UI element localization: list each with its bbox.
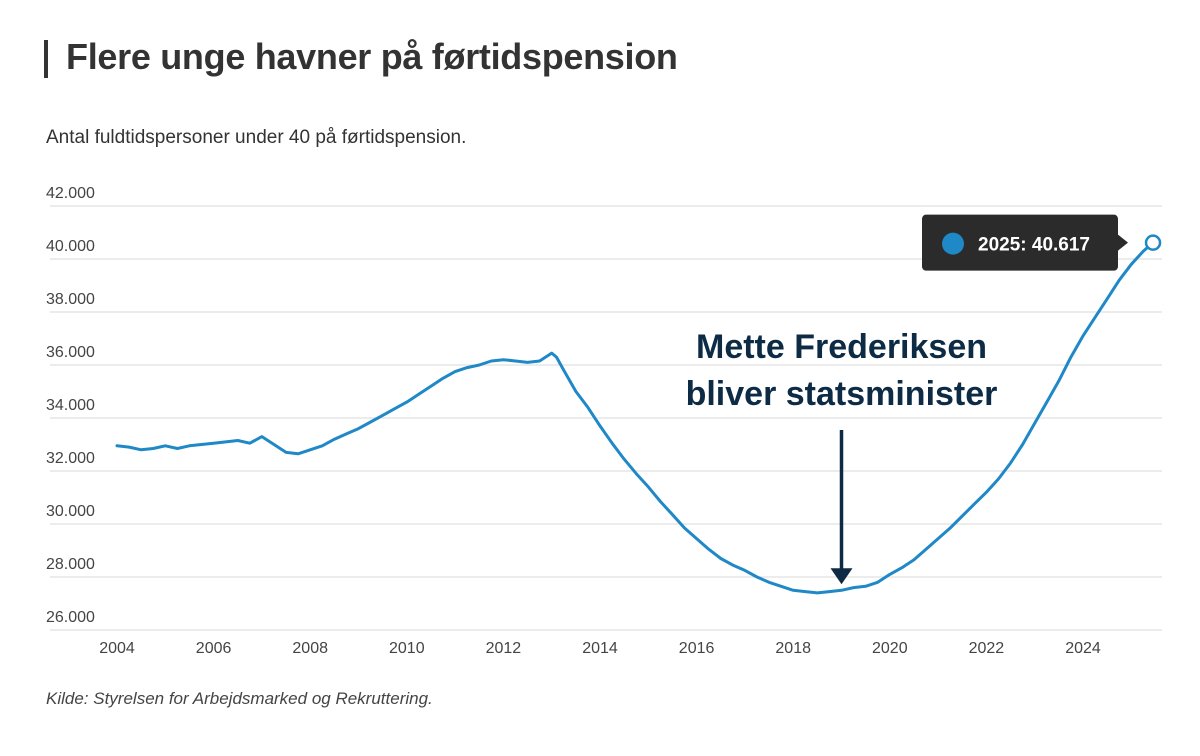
y-tick-label: 36.000	[46, 344, 95, 361]
source-note: Kilde: Styrelsen for Arbejdsmarked og Re…	[46, 689, 433, 708]
x-tick-label: 2012	[486, 640, 522, 657]
x-tick-label: 2004	[99, 640, 135, 657]
y-tick-label: 42.000	[46, 185, 95, 202]
x-tick-label: 2016	[679, 640, 715, 657]
tooltip-dot	[942, 232, 964, 255]
x-tick-label: 2020	[872, 640, 908, 657]
y-tick-label: 34.000	[46, 397, 95, 414]
highlight-point	[1144, 234, 1162, 251]
chart-subtitle: Antal fuldtidspersoner under 40 på førti…	[46, 127, 467, 148]
x-tick-label: 2008	[292, 640, 328, 657]
annotation-line-2: bliver statsminister	[686, 375, 998, 413]
y-tick-label: 28.000	[46, 556, 95, 573]
x-tick-label: 2022	[969, 640, 1005, 657]
x-tick-label: 2024	[1065, 640, 1101, 657]
y-tick-label: 38.000	[46, 291, 95, 308]
y-tick-label: 26.000	[46, 609, 95, 626]
series-line	[115, 241, 1155, 595]
tooltip-label: 2025: 40.617	[978, 235, 1090, 256]
x-tick-label: 2006	[196, 640, 232, 657]
x-tick-label: 2014	[582, 640, 618, 657]
page-title: Flere unge havner på førtidspension	[66, 36, 678, 77]
annotation-arrow-head	[830, 568, 853, 585]
y-tick-label: 30.000	[46, 503, 95, 520]
tooltip-pointer	[1118, 234, 1128, 251]
y-tick-label: 32.000	[46, 450, 95, 467]
y-tick-label: 40.000	[46, 238, 95, 255]
tooltip-box	[922, 214, 1118, 271]
x-tick-label: 2018	[775, 640, 811, 657]
annotation-line-1: Mette Frederiksen	[696, 328, 987, 366]
x-tick-label: 2010	[389, 640, 425, 657]
title-accent-bar	[44, 40, 48, 78]
